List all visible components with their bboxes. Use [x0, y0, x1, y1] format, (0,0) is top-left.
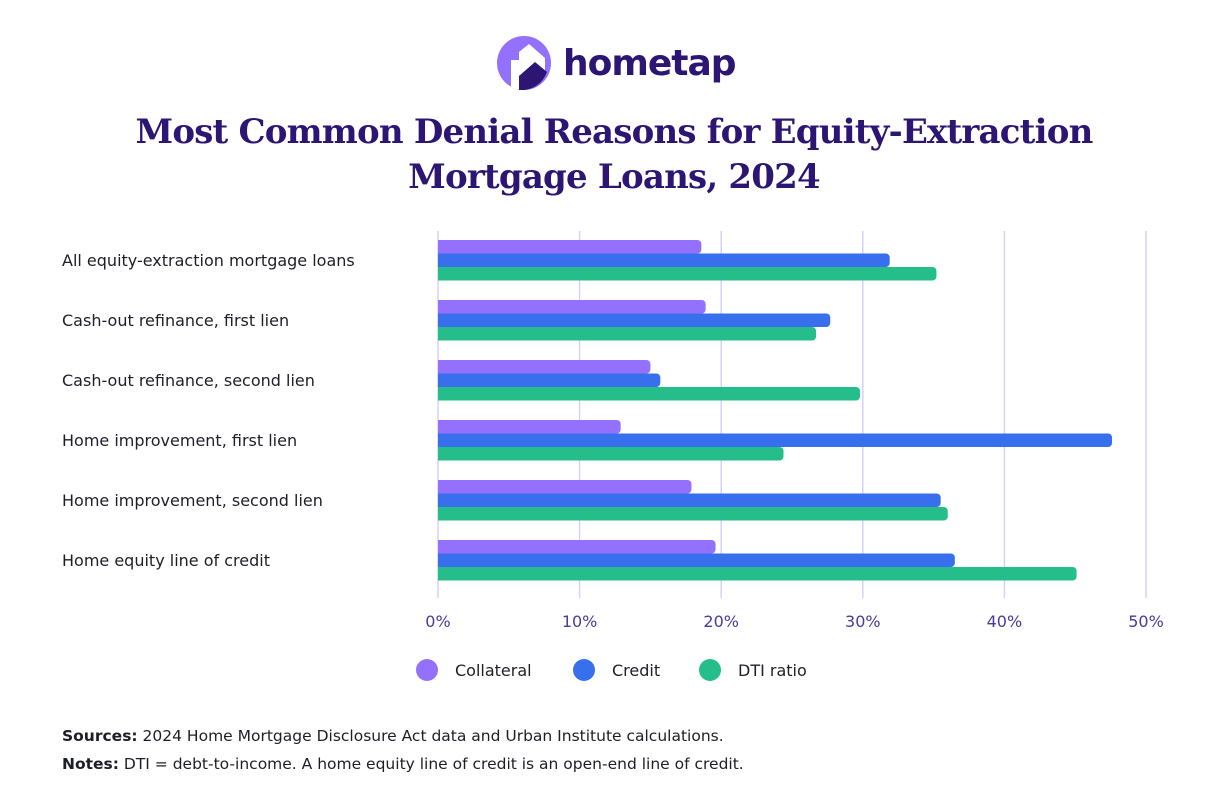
legend-label: Credit [612, 661, 660, 680]
bar-collateral [438, 360, 651, 374]
sources-text: 2024 Home Mortgage Disclosure Act data a… [137, 727, 724, 745]
category-label: Home improvement, first lien [62, 431, 297, 450]
legend-label: Collateral [455, 661, 532, 680]
bar-dti-ratio [438, 387, 860, 401]
category-label: All equity-extraction mortgage loans [62, 251, 355, 270]
bar-dti-ratio [437, 567, 1077, 581]
bar-collateral [438, 300, 706, 314]
x-tick-label: 10% [562, 612, 598, 631]
category-label: Cash-out refinance, first lien [62, 311, 289, 330]
sources-note: Sources: 2024 Home Mortgage Disclosure A… [62, 722, 744, 750]
bar-credit [438, 553, 955, 567]
bar-collateral [438, 540, 716, 554]
house-logo-icon [497, 36, 551, 90]
hometap-logo: hometap [497, 36, 737, 90]
brand-name: hometap [563, 42, 737, 84]
chart-title: Most Common Denial Reasons for Equity-Ex… [0, 110, 1228, 200]
sources-label: Sources: [62, 727, 138, 745]
bar-collateral [437, 240, 702, 254]
x-tick-label: 40% [987, 612, 1023, 631]
bar-credit [438, 433, 1113, 447]
bar-dti-ratio [438, 447, 784, 461]
x-tick-label: 30% [845, 612, 881, 631]
bar-credit [438, 493, 941, 507]
title-line-2: Mortgage Loans, 2024 [408, 157, 821, 197]
category-label: Home equity line of credit [62, 551, 270, 570]
bar-collateral [438, 480, 692, 494]
title-line-1: Most Common Denial Reasons for Equity-Ex… [135, 112, 1094, 152]
bar-dti-ratio [438, 507, 948, 521]
bar-dti-ratio [438, 327, 817, 341]
x-tick-label: 20% [703, 612, 739, 631]
x-tick-label: 50% [1128, 612, 1164, 631]
category-label: Home improvement, second lien [62, 491, 323, 510]
bar-credit [437, 253, 890, 267]
legend-marker [699, 659, 721, 681]
bar-credit [438, 313, 831, 327]
category-label: Cash-out refinance, second lien [62, 371, 315, 390]
footnotes: Sources: 2024 Home Mortgage Disclosure A… [62, 722, 744, 778]
legend-marker [573, 659, 595, 681]
legend-marker [416, 659, 438, 681]
bar-collateral [438, 420, 621, 434]
bar-dti-ratio [438, 267, 937, 281]
notes-text: DTI = debt-to-income. A home equity line… [118, 755, 744, 773]
x-tick-label: 0% [425, 612, 450, 631]
notes-label: Notes: [62, 755, 119, 773]
bar-credit [438, 373, 661, 387]
notes-note: Notes: DTI = debt-to-income. A home equi… [62, 750, 744, 778]
legend-label: DTI ratio [738, 661, 807, 680]
